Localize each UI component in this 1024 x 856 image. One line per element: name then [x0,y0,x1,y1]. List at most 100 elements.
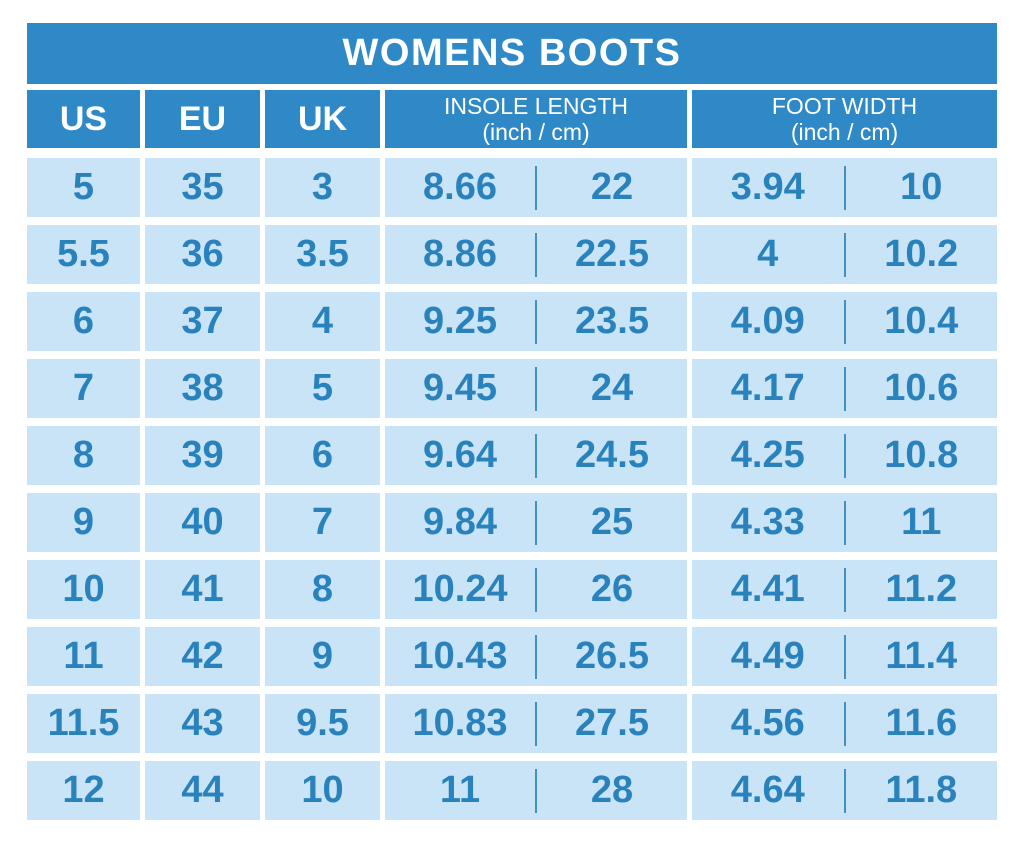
cell-foot-width-cm: 10.2 [884,233,959,275]
table-header-row: US EU UK INSOLE LENGTH (inch / cm) FOOT … [27,90,997,148]
table-row: 11 42 9 10.43 26.5 4.49 11.4 [27,627,997,686]
divider-line [535,567,537,612]
cell-insole-length: 10.24 26 [385,560,687,619]
cell-eu-size: 41 [145,560,260,619]
divider-line [843,366,846,411]
divider-line [843,768,846,813]
cell-us-size: 11 [27,627,140,686]
divider-line [843,433,846,478]
cell-foot-width-cm: 10.8 [884,434,959,476]
cell-uk-size: 5 [265,359,380,418]
cell-foot-width-cm: 10.6 [884,367,959,409]
column-header-us: US [27,90,140,148]
cell-us-size: 12 [27,761,140,820]
cell-eu-size: 39 [145,426,260,485]
cell-foot-width-inch: 4.33 [730,501,805,543]
cell-insole-length: 10.43 26.5 [385,627,687,686]
cell-insole-length: 9.45 24 [385,359,687,418]
cell-insole-length-cm: 22 [590,166,634,208]
cell-insole-length-inch: 9.64 [423,434,497,476]
table-row: 10 41 8 10.24 26 4.41 11.2 [27,560,997,619]
cell-eu-size: 42 [145,627,260,686]
divider-line [843,165,846,210]
cell-foot-width-inch: 4 [757,233,779,275]
cell-us-size: 8 [27,426,140,485]
divider-line [535,232,537,277]
column-header-eu: EU [145,90,260,148]
cell-us-size: 9 [27,493,140,552]
cell-foot-width-inch: 4.09 [730,300,805,342]
cell-us-size: 5.5 [27,225,140,284]
divider-line [843,701,846,746]
cell-insole-length: 10.83 27.5 [385,694,687,753]
cell-insole-length: 9.25 23.5 [385,292,687,351]
cell-foot-width: 4.49 11.4 [692,627,997,686]
chart-title-text: WOMENS BOOTS [342,32,682,74]
column-header-insole-length: INSOLE LENGTH (inch / cm) [385,90,687,148]
divider-line [843,299,846,344]
divider-line [843,567,846,612]
divider-line [535,165,537,210]
cell-insole-length-cm: 26.5 [575,635,649,677]
cell-us-size: 10 [27,560,140,619]
column-header-label: UK [297,99,348,138]
divider-line [535,701,537,746]
cell-foot-width-cm: 11.8 [885,769,958,811]
cell-foot-width-cm: 11.6 [885,702,958,744]
column-header-foot-width: FOOT WIDTH (inch / cm) [692,90,997,148]
cell-insole-length: 8.66 22 [385,158,687,217]
cell-uk-size: 9 [265,627,380,686]
cell-foot-width-cm: 11 [901,501,942,543]
cell-eu-size: 38 [145,359,260,418]
cell-eu-size: 37 [145,292,260,351]
column-header-label: EU [178,99,227,138]
cell-insole-length: 9.64 24.5 [385,426,687,485]
cell-foot-width-inch: 4.56 [730,702,805,744]
cell-foot-width-inch: 4.17 [730,367,805,409]
cell-insole-length-inch: 10.83 [412,702,508,744]
cell-uk-size: 4 [265,292,380,351]
cell-foot-width-cm: 10.4 [884,300,959,342]
cell-insole-length-inch: 8.66 [423,166,497,208]
divider-line [843,634,846,679]
cell-foot-width: 4.64 11.8 [692,761,997,820]
table-row: 12 44 10 11 28 4.64 11.8 [27,761,997,820]
cell-insole-length-cm: 24 [590,367,634,409]
column-header-sublabel: (inch / cm) [482,119,590,145]
divider-line [535,634,537,679]
cell-eu-size: 44 [145,761,260,820]
cell-foot-width: 4.41 11.2 [692,560,997,619]
cell-uk-size: 10 [265,761,380,820]
womens-boots-size-chart: WOMENS BOOTS US EU UK INSOLE LENGTH (inc… [27,23,997,828]
cell-uk-size: 7 [265,493,380,552]
column-header-label: US [59,99,108,138]
table-row: 7 38 5 9.45 24 4.17 10.6 [27,359,997,418]
cell-foot-width-cm: 11.2 [885,568,958,610]
cell-foot-width-inch: 4.41 [730,568,805,610]
table-body: 5 35 3 8.66 22 3.94 10 5.5 36 3.5 8.86 22.5 4 10.2 6 37… [27,158,997,820]
column-header-uk: UK [265,90,380,148]
divider-line [535,433,537,478]
cell-insole-length-inch: 9.45 [423,367,497,409]
cell-foot-width-cm: 11.4 [885,635,958,677]
chart-title-bar: WOMENS BOOTS [27,23,997,84]
cell-eu-size: 35 [145,158,260,217]
column-header-label: INSOLE LENGTH [443,93,629,119]
column-header-sublabel: (inch / cm) [790,119,899,145]
divider-line [535,299,537,344]
cell-us-size: 5 [27,158,140,217]
cell-foot-width-inch: 3.94 [730,166,805,208]
table-row: 6 37 4 9.25 23.5 4.09 10.4 [27,292,997,351]
cell-foot-width-cm: 10 [900,166,943,208]
cell-eu-size: 36 [145,225,260,284]
divider-line [535,366,537,411]
divider-line [535,768,537,813]
cell-foot-width: 3.94 10 [692,158,997,217]
cell-insole-length-inch: 11 [439,769,481,811]
table-row: 5 35 3 8.66 22 3.94 10 [27,158,997,217]
cell-insole-length-inch: 10.43 [412,635,508,677]
cell-foot-width-inch: 4.64 [730,769,805,811]
table-row: 9 40 7 9.84 25 4.33 11 [27,493,997,552]
cell-foot-width: 4 10.2 [692,225,997,284]
cell-insole-length: 9.84 25 [385,493,687,552]
